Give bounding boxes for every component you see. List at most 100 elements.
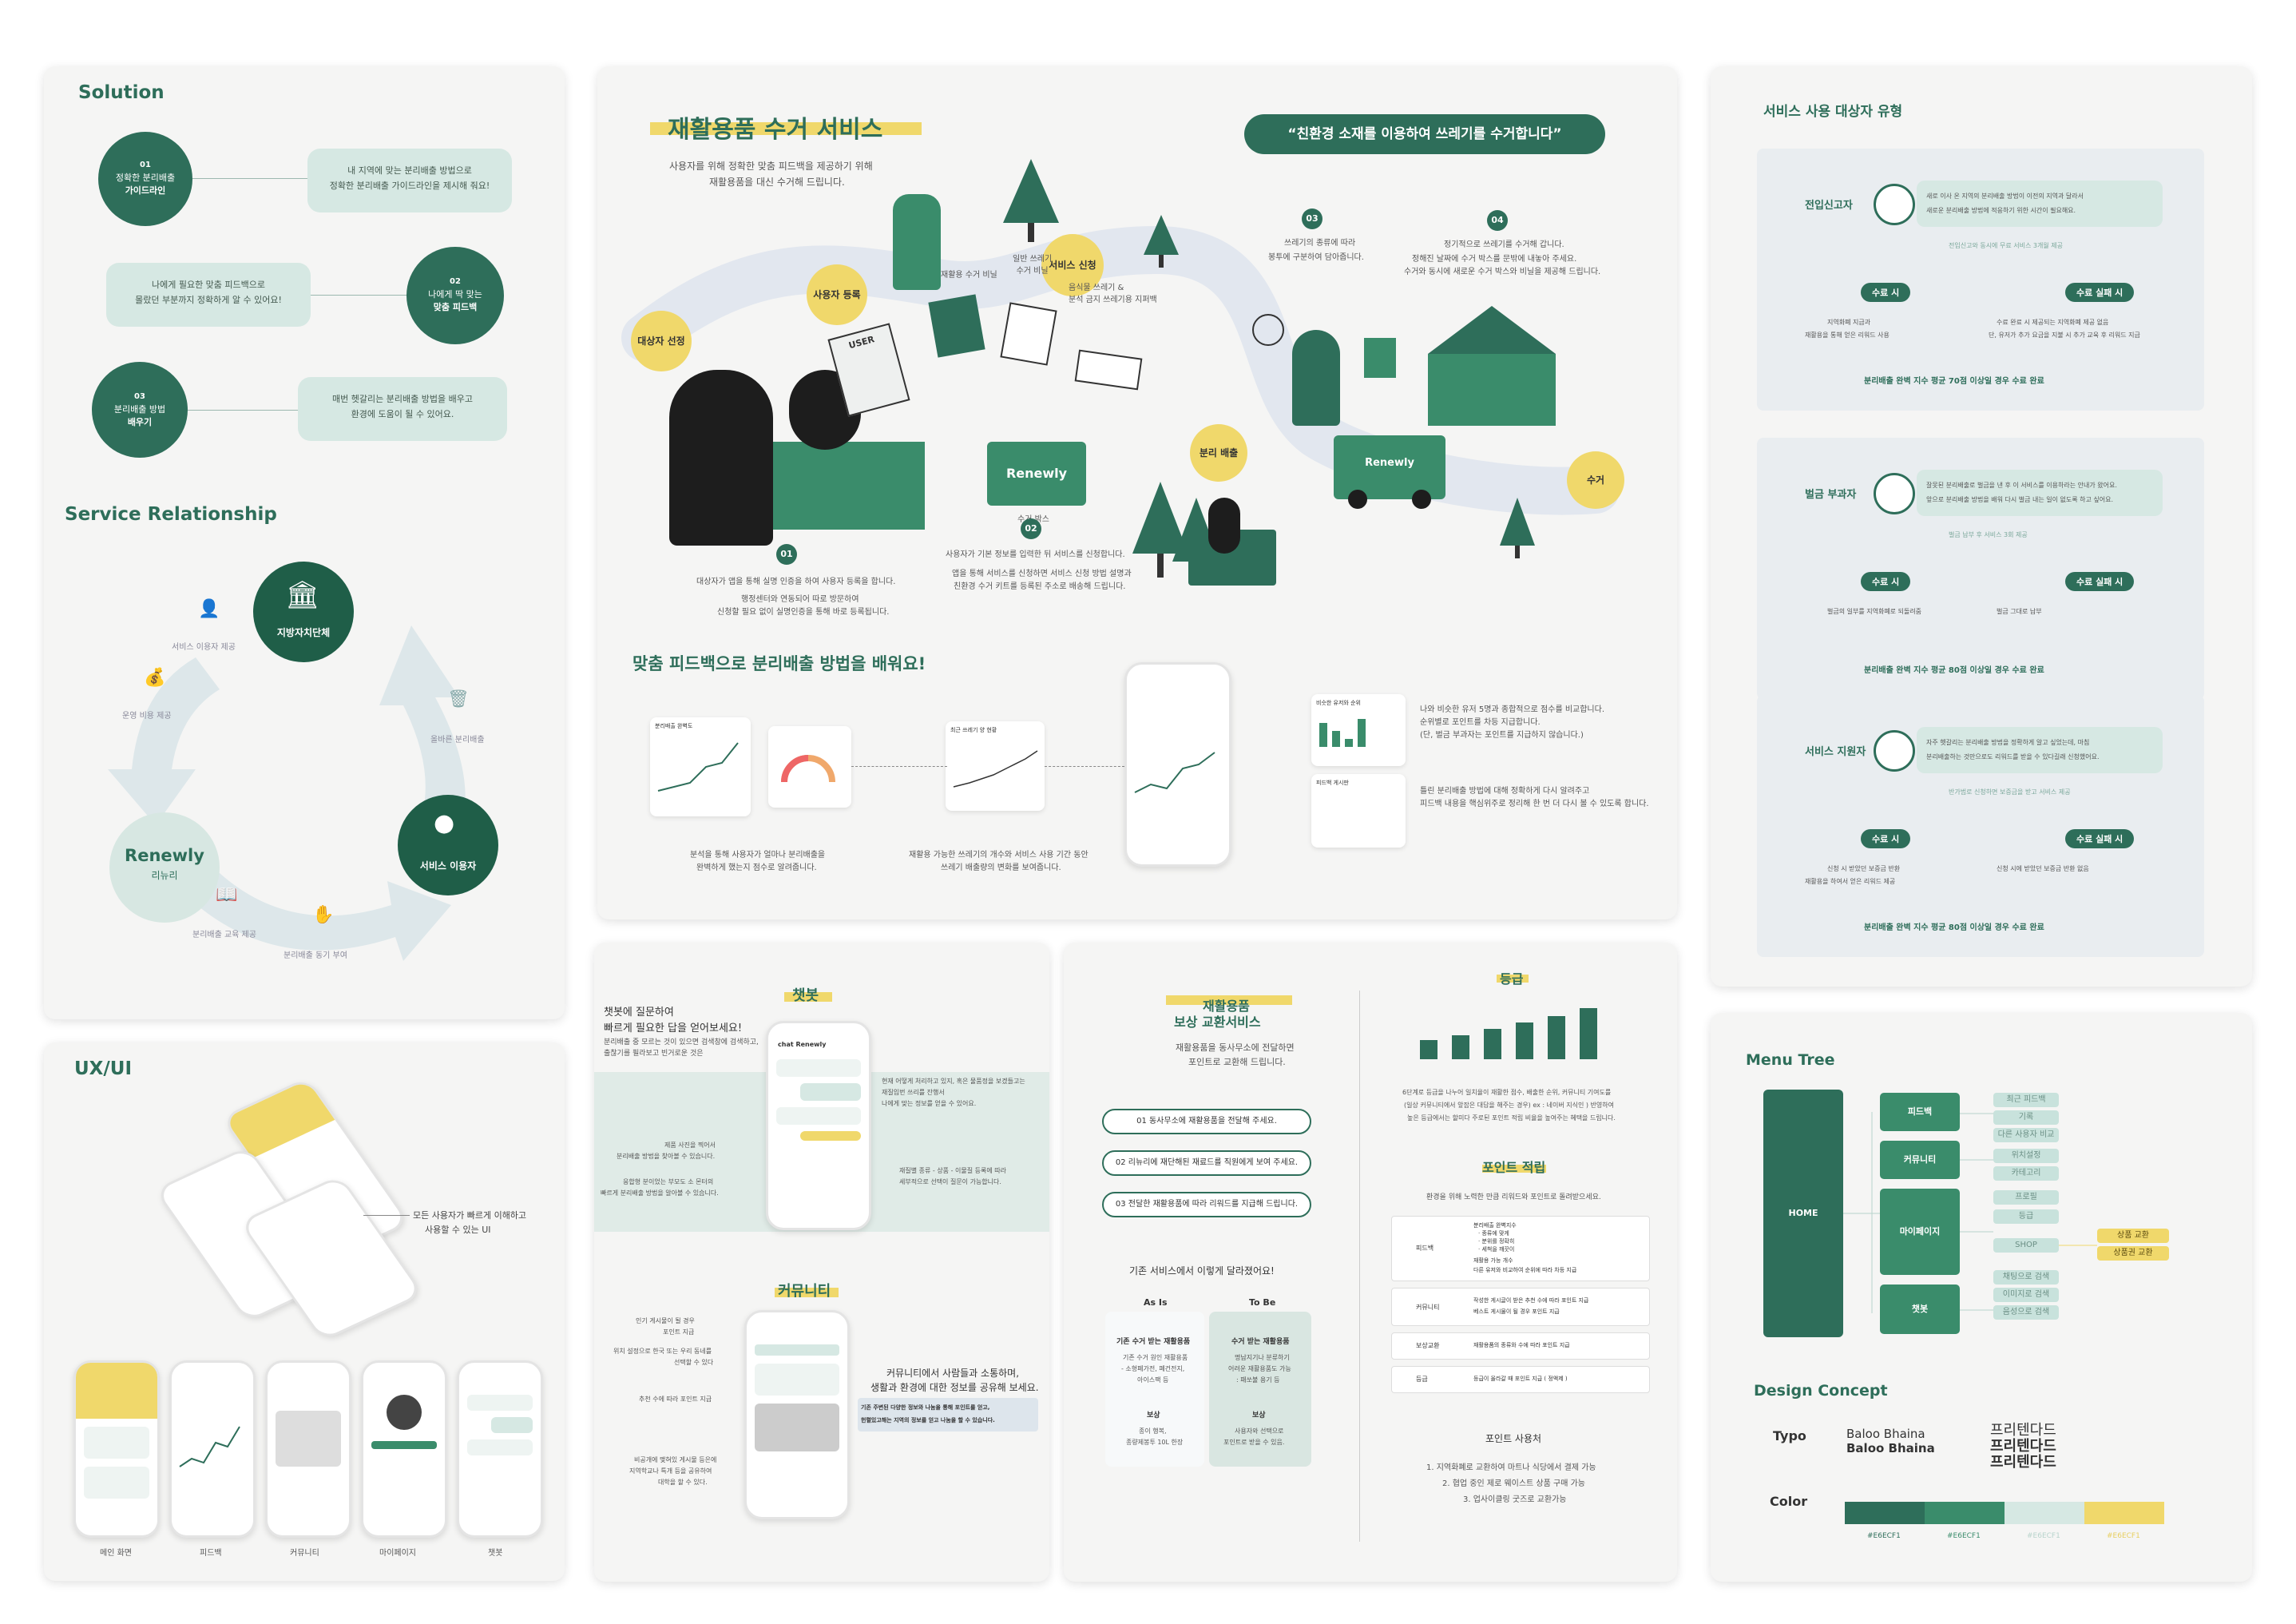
feedback-trend-card: 최근 쓰레기 양 현황 [946,721,1045,811]
menu-sub-item[interactable]: 프로필 [1993,1190,2059,1205]
menu-sub-item[interactable]: 음성으로 검색 [1993,1305,2059,1320]
menu-sub-item[interactable]: 기록 [1993,1110,2059,1125]
house-illustration [1428,306,1556,426]
menu-sub-item[interactable]: 채팅으로 검색 [1993,1270,2059,1285]
grade-bars [1420,1008,1597,1059]
avatar-icon [1874,730,1915,772]
menu-home[interactable]: HOME [1763,1090,1843,1337]
feedback-note-card: 피드백 게시판 [1311,774,1406,848]
pass-badge: 수료 시 [1861,572,1911,591]
menu-sub-item[interactable]: 이미지로 검색 [1993,1288,2059,1302]
target-desc: 새로 이사 온 지역의 분리배출 방법이 이전의 지역과 달라서 [1926,193,2084,200]
uxui-panel: UX/UI 모든 사용자가 빠르게 이해하고 사용할 수 있는 UI 메인 화면… [44,1042,565,1581]
menu-sub-item[interactable]: 위치설정 [1993,1149,2059,1163]
target-group: 서비스 지원자 자주 헷갈리는 분리배출 방법을 정확하게 알고 싶었는데, 마침… [1757,695,2204,957]
menu-community[interactable]: 커뮤니티 [1880,1141,1960,1179]
target-name: 전입신고자 [1805,200,1853,212]
target-quote-box [1917,181,2163,227]
menu-connectors [1843,1112,2097,1313]
asis-text: 기존 수거 원인 재활용품 [1123,1354,1188,1361]
chatbot-phone[interactable]: chat Renewly [766,1021,871,1230]
step-num-03: 03 [1302,208,1322,229]
solution-panel: Solution 01 정확한 분리배출 가이드라인 내 지역에 맞는 분리배출… [44,66,565,1019]
menu-design-panel: Menu Tree HOME 피드백 커뮤니티 마이페이지 챗봇 최근 피드백 … [1711,1013,2252,1582]
menu-mypage[interactable]: 마이페이지 [1880,1189,1960,1275]
community-annotation: 비공개에 맺혀있 게시물 등은에 [634,1456,717,1463]
color-hex: #E6ECF1 [1947,1532,1981,1540]
tobe-comp-label: 보상 [1252,1412,1266,1420]
collection-panel: 재활용품 수거 서비스 사용자를 위해 정확한 맞춤 피드백을 제공하기 위해 … [597,66,1677,919]
kr-font-sample: 프리텐다드 [1990,1454,2056,1471]
reward-sub: 재활용품을 동사무소에 전달하면 [1176,1042,1295,1053]
tree-icon [1003,159,1059,242]
asis-box [1105,1312,1204,1467]
community-annotation: 지역학교나 특개 등을 공유하여 [629,1467,712,1475]
reward-diff: 기존 서비스에서 이렇게 달라졌어요! [1129,1265,1275,1277]
fail-text: 수료 완료 시 제공되는 지역화폐 제공 없음 [1997,319,2109,326]
menu-chatbot[interactable]: 챗봇 [1880,1285,1960,1334]
menu-shop-item[interactable]: 상품 교환 [2097,1229,2169,1243]
chatbot-title: 챗봇 [792,987,819,1004]
step2-text: 앱을 통해 서비스를 신청하면 서비스 신청 방법 설명과 [952,570,1132,578]
gov-node: 지방자치단체 [253,562,354,662]
step2-text: 친환경 수거 키트를 등록된 주소로 배송해 드립니다. [954,582,1126,591]
pass-badge: 수료 시 [1861,283,1911,302]
asis-comp: 종량제봉투 10L 한장 [1126,1439,1184,1446]
tobe-box [1209,1312,1311,1467]
screen-label-chatbot: 챗봇 [488,1549,503,1558]
solution-desc-1: 내 지역에 맞는 분리배출 방법으로 정확한 분리배출 가이드라인을 제시해 줘… [307,149,512,212]
solution-desc-2: 나에게 필요한 맞춤 피드백으로 몰랐던 부분까지 정확하게 알 수 있어요! [106,263,311,327]
screen-mypage[interactable] [361,1360,447,1538]
points-row-community: 커뮤니티 작성한 게시글이 받은 추천 수에 따라 포인트 지급 베스트 게시물… [1391,1288,1650,1326]
menu-sub-item[interactable]: 등급 [1993,1209,2059,1224]
rel-icon-bin: 🗑 [447,689,470,709]
tobe-label: To Be [1249,1297,1276,1308]
feedback-phone[interactable] [1124,662,1231,867]
tobe-text: 명납지기나 분류하기 [1235,1354,1290,1361]
stage-service-request: 서비스 신청 [1041,234,1104,296]
solution-desc-3: 매번 헷갈리는 분리배출 방법을 배우고 환경에 도움이 될 수 있어요. [298,377,507,441]
fail-text: 단, 유저가 추가 요금을 지불 시 추가 교육 후 리워드 지급 [1989,332,2140,339]
menu-sub-item[interactable]: 카테고리 [1993,1166,2059,1181]
feedback-caption: (단, 벌금 부과자는 포인트를 지급하지 않습니다.) [1420,731,1584,740]
pass-badge: 수료 시 [1861,829,1911,848]
kr-font-sample: 프리텐다드 [1990,1438,2056,1455]
stage-pickup: 수거 [1567,451,1624,509]
reward-step-2: 02 리뉴리에 재단해된 재료드를 직원에게 보여 주세요. [1102,1150,1311,1176]
menu-sub-item[interactable]: 최근 피드백 [1993,1093,2059,1107]
screen-main[interactable] [73,1360,160,1538]
collection-sub-1: 사용자를 위해 정확한 맞춤 피드백을 제공하기 위해 [669,161,873,172]
tobe-text: : 패쏘불 용기 등 [1236,1376,1280,1384]
stage-target-select: 대상자 선정 [631,311,692,371]
step3-text: 쓰레기의 종류에 따라 [1284,239,1356,248]
screen-chatbot[interactable] [457,1360,543,1538]
asis-text: - 소형폐가전, 폐건전지, [1121,1365,1185,1372]
stage-separation: 분리 배출 [1190,424,1247,482]
menu-sub-item[interactable]: 다른 사용자 비교 [1993,1128,2059,1142]
chat-community-panel: 챗봇 챗봇에 질문하여 빠르게 필요한 답을 얻어보세요! 분리배출 중 모르는… [594,943,1049,1582]
target-desc: 새로운 분리배출 방법에 적응하기 위한 시간이 필요해요. [1926,207,2076,214]
collection-quote: “친환경 소재를 이용하여 쓰레기를 수거합니다” [1244,114,1605,154]
feedback-caption: 피드백 내용을 핵심위주로 정리해 한 번 더 다시 볼 수 있도록 합니다. [1420,800,1649,808]
step-num-02: 02 [1021,518,1041,539]
feedback-caption: 분석을 통해 사용자가 얼마나 분리배출을 [690,851,826,860]
target-name: 벌금 부과자 [1805,489,1857,501]
tobe-text: 어려운 재활용품도 가능 [1228,1365,1291,1372]
community-desc: 생활과 환경에 대한 정보를 공유해 보세요. [870,1382,1039,1393]
registration-desk-illustration [765,442,925,530]
screen-community[interactable] [265,1360,351,1538]
solution-title: Solution [78,82,165,103]
community-title: 커뮤니티 [778,1283,831,1300]
chatbot-annotation: 응합형 분이었는 부모도 소 몬터의 [623,1178,714,1185]
menu-shop-item[interactable]: 상품권 교환 [2097,1246,2169,1261]
community-phone[interactable] [744,1310,850,1519]
menu-sub-item[interactable]: SHOP [1993,1238,2059,1253]
rel-label-4: 분리배출 교육 제공 [192,931,256,939]
screen-feedback[interactable] [169,1360,256,1538]
typo-label: Typo [1773,1428,1806,1443]
menu-title: Menu Tree [1746,1051,1835,1069]
solution-circle-3: 03 분리배출 방법 배우기 [92,362,188,458]
menu-feedback[interactable]: 피드백 [1880,1093,1960,1131]
chatbot-intro: 출찮기를 필라보고 빈거로운 것은 [604,1050,704,1058]
